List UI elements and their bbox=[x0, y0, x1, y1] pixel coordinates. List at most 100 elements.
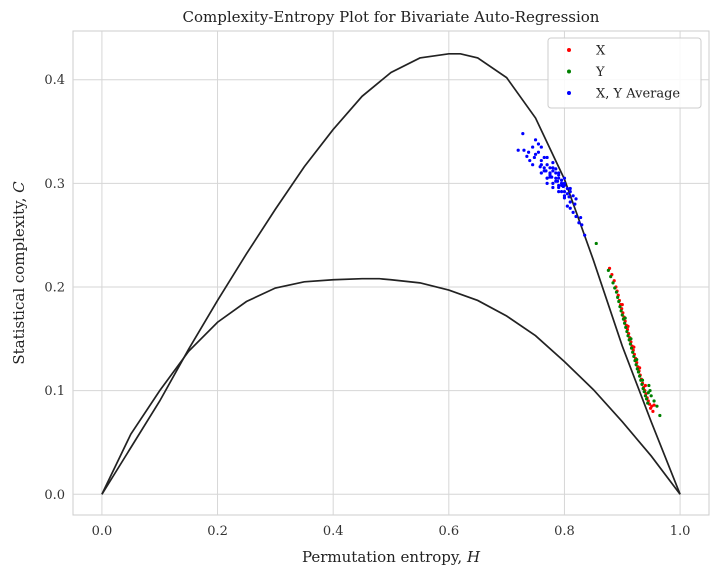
point-y bbox=[642, 390, 646, 394]
y-tick-labels: 0.0 0.1 0.2 0.3 0.4 bbox=[44, 73, 65, 503]
scatter-points bbox=[516, 132, 662, 418]
point-y bbox=[618, 305, 622, 309]
point-y bbox=[638, 374, 642, 378]
plot-area bbox=[72, 30, 710, 516]
point-y bbox=[632, 354, 636, 359]
point-y bbox=[640, 382, 644, 387]
point-x-y-average bbox=[557, 183, 561, 188]
point-x-y-average bbox=[565, 192, 569, 196]
x-axis-label-var: H bbox=[466, 548, 481, 566]
point-x-y-average bbox=[551, 166, 555, 170]
x-tick-label: 1.0 bbox=[670, 524, 691, 539]
point-y bbox=[652, 399, 656, 403]
point-x-y-average bbox=[542, 155, 546, 160]
y-tick-label: 0.4 bbox=[44, 73, 65, 88]
point-x-y-average bbox=[521, 132, 525, 136]
point-y bbox=[625, 329, 629, 334]
point-x-y-average bbox=[565, 204, 569, 208]
point-x-y-average bbox=[568, 190, 572, 194]
point-x-y-average bbox=[536, 150, 541, 154]
y-tick-label: 0.3 bbox=[44, 177, 65, 192]
point-y bbox=[636, 370, 641, 374]
x-tick-labels: 0.0 0.2 0.4 0.6 0.8 1.0 bbox=[92, 524, 691, 539]
point-y bbox=[613, 286, 617, 290]
point-x-y-average bbox=[554, 171, 558, 175]
point-y bbox=[631, 350, 635, 354]
point-x-y-average bbox=[531, 163, 535, 167]
point-y bbox=[649, 394, 653, 398]
point-x-y-average bbox=[579, 215, 583, 220]
point-y bbox=[635, 367, 639, 371]
point-y bbox=[641, 386, 645, 391]
boundary-curves bbox=[101, 52, 681, 495]
point-y bbox=[658, 413, 662, 418]
point-y bbox=[623, 316, 627, 320]
legend: XY X, Y Average bbox=[547, 37, 702, 109]
upper-boundary-curve bbox=[101, 52, 681, 495]
point-x-y-average bbox=[516, 148, 520, 152]
point-y bbox=[594, 241, 598, 246]
point-x bbox=[652, 403, 656, 407]
point-x-y-average bbox=[533, 138, 538, 142]
point-x-y-average bbox=[536, 142, 541, 146]
point-y bbox=[635, 357, 639, 362]
legend-label-y: Y bbox=[595, 65, 605, 80]
y-axis-label-text: Statistical complexity, bbox=[10, 198, 28, 365]
point-y bbox=[655, 404, 659, 408]
y-axis-label-var: C bbox=[10, 181, 28, 193]
y-axis-label: Statistical complexity, C bbox=[10, 181, 28, 365]
point-x-y-average bbox=[551, 185, 555, 190]
x-axis-label: Permutation entropy, H bbox=[302, 548, 481, 566]
point-x-y-average bbox=[531, 145, 535, 149]
point-x-y-average bbox=[548, 166, 552, 170]
point-x-y-average bbox=[562, 176, 567, 180]
point-x-y-average bbox=[542, 166, 546, 170]
point-x bbox=[651, 409, 655, 413]
lower-boundary-curve bbox=[101, 277, 681, 495]
point-y bbox=[647, 383, 651, 388]
point-x-y-average bbox=[539, 171, 543, 175]
point-x-y-average bbox=[580, 223, 584, 227]
point-y bbox=[644, 397, 649, 401]
point-y bbox=[614, 290, 619, 294]
point-x-y-average bbox=[525, 154, 529, 158]
point-x-y-average bbox=[555, 179, 560, 183]
point-x-y-average bbox=[538, 165, 542, 169]
point-y bbox=[643, 394, 648, 398]
point-x-y-average bbox=[548, 175, 552, 179]
point-x-y-average bbox=[559, 178, 564, 182]
point-x-y-average bbox=[532, 155, 536, 160]
point-x-y-average bbox=[574, 214, 578, 219]
point-x-y-average bbox=[568, 200, 572, 204]
point-x-y-average bbox=[568, 186, 572, 191]
x-tick-label: 0.8 bbox=[554, 524, 575, 539]
point-x-y-average bbox=[562, 183, 567, 188]
point-x-y-average bbox=[551, 181, 555, 185]
point-x-y-average bbox=[567, 195, 571, 199]
point-x-y-average bbox=[554, 176, 558, 180]
x-tick-label: 0.0 bbox=[92, 524, 113, 539]
point-x-y-average bbox=[545, 163, 549, 167]
point-x-y-average bbox=[562, 190, 567, 194]
point-x-y-average bbox=[554, 167, 558, 171]
point-x-y-average bbox=[562, 194, 567, 198]
legend-marker-x-y-average bbox=[567, 91, 571, 95]
point-x-y-average bbox=[545, 176, 549, 180]
x-axis-label-text: Permutation entropy, bbox=[302, 548, 462, 566]
point-x-y-average bbox=[574, 197, 578, 201]
point-x-y-average bbox=[544, 169, 548, 173]
point-x-y-average bbox=[568, 206, 572, 210]
point-y bbox=[620, 313, 624, 317]
point-x bbox=[620, 303, 624, 307]
point-x-y-average bbox=[528, 158, 532, 163]
legend-label-x: X bbox=[596, 44, 606, 59]
point-x-y-average bbox=[527, 150, 531, 154]
y-tick-label: 0.2 bbox=[44, 280, 65, 295]
point-y bbox=[629, 346, 634, 350]
point-x-y-average bbox=[551, 161, 555, 165]
point-y bbox=[616, 295, 620, 299]
point-x-y-average bbox=[557, 173, 561, 177]
point-y bbox=[624, 325, 628, 330]
point-x-y-average bbox=[583, 233, 587, 237]
